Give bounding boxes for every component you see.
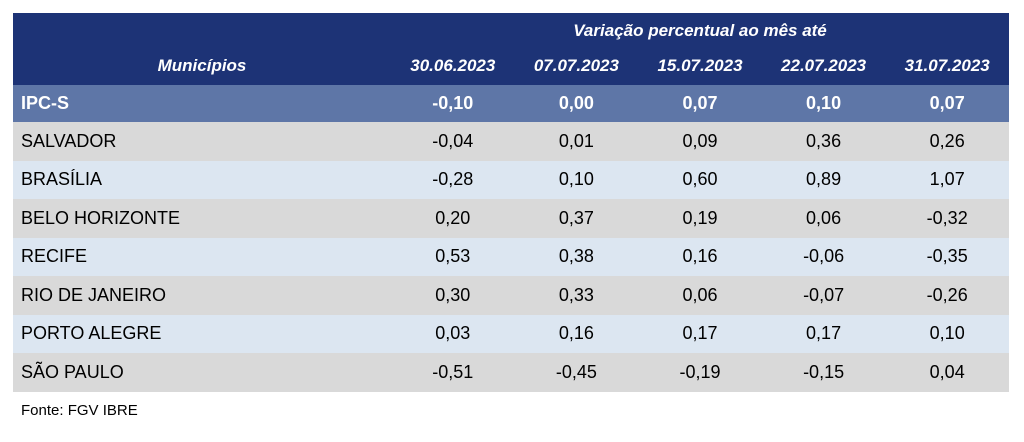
- row-name: BELO HORIZONTE: [13, 199, 391, 238]
- cell-value: -0,19: [638, 353, 762, 392]
- cell-value: -0,10: [391, 85, 515, 122]
- cell-value: -0,28: [391, 160, 515, 199]
- cell-value: 0,38: [514, 237, 639, 276]
- cell-value: -0,51: [391, 353, 515, 392]
- row-name: IPC-S: [13, 85, 391, 122]
- cell-value: -0,15: [761, 353, 886, 392]
- cell-value: -0,04: [391, 122, 515, 161]
- ipc-table: Variação percentual ao mês até Município…: [13, 13, 1010, 392]
- table-row: SALVADOR -0,04 0,01 0,09 0,36 0,26: [13, 122, 1010, 161]
- source-note: Fonte: FGV IBRE: [21, 402, 138, 419]
- row-name: RIO DE JANEIRO: [13, 276, 391, 315]
- row-name: SÃO PAULO: [13, 353, 391, 392]
- cell-value: 0,04: [885, 353, 1010, 392]
- cell-value: 0,09: [638, 122, 762, 161]
- header-super-row: Variação percentual ao mês até: [13, 13, 1010, 46]
- header-empty-cell: [13, 13, 391, 46]
- cell-value: 0,00: [514, 85, 639, 122]
- table-row: RECIFE 0,53 0,38 0,16 -0,06 -0,35: [13, 237, 1010, 276]
- header-super-cell: Variação percentual ao mês até: [391, 13, 1010, 46]
- cell-value: -0,35: [885, 237, 1010, 276]
- cell-value: 0,10: [885, 314, 1010, 353]
- table-header: Variação percentual ao mês até Município…: [13, 13, 1010, 85]
- header-date: 22.07.2023: [761, 46, 886, 85]
- header-municipios-cell: Municípios: [13, 46, 391, 85]
- row-name: SALVADOR: [13, 122, 391, 161]
- cell-value: 0,01: [514, 122, 639, 161]
- cell-value: 0,26: [885, 122, 1010, 161]
- table-row: BELO HORIZONTE 0,20 0,37 0,19 0,06 -0,32: [13, 199, 1010, 238]
- cell-value: 0,53: [391, 237, 515, 276]
- cell-value: 0,03: [391, 314, 515, 353]
- table-row: RIO DE JANEIRO 0,30 0,33 0,06 -0,07 -0,2…: [13, 276, 1010, 315]
- cell-value: -0,26: [885, 276, 1010, 315]
- cell-value: 0,06: [638, 276, 762, 315]
- row-name: RECIFE: [13, 237, 391, 276]
- table-row: SÃO PAULO -0,51 -0,45 -0,19 -0,15 0,04: [13, 353, 1010, 392]
- header-date: 31.07.2023: [885, 46, 1010, 85]
- cell-value: -0,07: [761, 276, 886, 315]
- header-date: 30.06.2023: [391, 46, 515, 85]
- row-name: PORTO ALEGRE: [13, 314, 391, 353]
- cell-value: -0,45: [514, 353, 639, 392]
- cell-value: 0,16: [514, 314, 639, 353]
- cell-value: 0,33: [514, 276, 639, 315]
- table-row: BRASÍLIA -0,28 0,10 0,60 0,89 1,07: [13, 160, 1010, 199]
- cell-value: 0,20: [391, 199, 515, 238]
- cell-value: 0,07: [885, 85, 1010, 122]
- table-row: PORTO ALEGRE 0,03 0,16 0,17 0,17 0,10: [13, 314, 1010, 353]
- cell-value: -0,32: [885, 199, 1010, 238]
- cell-value: 0,60: [638, 160, 762, 199]
- cell-value: 0,37: [514, 199, 639, 238]
- header-municipios: Municípios: [157, 56, 247, 75]
- cell-value: 0,16: [638, 237, 762, 276]
- cell-value: 1,07: [885, 160, 1010, 199]
- cell-value: 0,10: [514, 160, 639, 199]
- header-super-title: Variação percentual ao mês até: [573, 21, 827, 40]
- cell-value: 0,17: [638, 314, 762, 353]
- header-date: 15.07.2023: [638, 46, 762, 85]
- ipc-table-container: Variação percentual ao mês até Município…: [13, 13, 1010, 392]
- cell-value: 0,36: [761, 122, 886, 161]
- row-name: BRASÍLIA: [13, 160, 391, 199]
- cell-value: 0,30: [391, 276, 515, 315]
- cell-value: 0,07: [638, 85, 762, 122]
- header-date: 07.07.2023: [514, 46, 639, 85]
- cell-value: 0,19: [638, 199, 762, 238]
- cell-value: 0,89: [761, 160, 886, 199]
- cell-value: 0,17: [761, 314, 886, 353]
- ipc-row: IPC-S -0,10 0,00 0,07 0,10 0,07: [13, 85, 1010, 122]
- cell-value: 0,06: [761, 199, 886, 238]
- table-body: IPC-S -0,10 0,00 0,07 0,10 0,07 SALVADOR…: [13, 85, 1010, 392]
- cell-value: 0,10: [761, 85, 886, 122]
- cell-value: -0,06: [761, 237, 886, 276]
- header-dates-row: Municípios 30.06.2023 07.07.2023 15.07.2…: [13, 46, 1010, 85]
